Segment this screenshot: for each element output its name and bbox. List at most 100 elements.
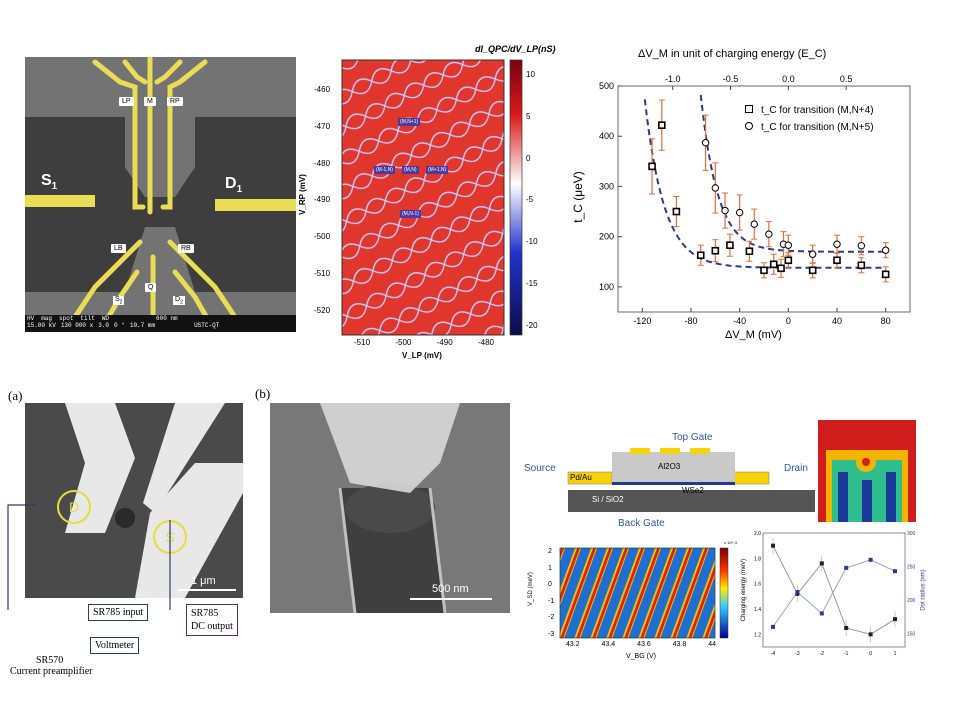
- al2o3-label: Al2O3: [658, 462, 681, 471]
- gate-label-rb: RB: [178, 244, 194, 253]
- state-tag: (M,N-1): [400, 210, 421, 218]
- footer-v3: 0 °: [114, 322, 125, 329]
- charging-point: [844, 626, 849, 630]
- data-point-square: [784, 256, 793, 265]
- gate-label-lp: LP: [119, 97, 134, 106]
- footer-scale: 600 nm: [156, 315, 178, 322]
- data-point-square: [696, 251, 705, 260]
- y-tick: -490: [314, 195, 331, 205]
- tc-chart-svg: -120 -80 -40 0 40 80 100 200 300 400 500 -1.0 -0.5 0.…: [599, 74, 911, 326]
- data-point-square: [745, 247, 754, 256]
- data-point-circle: [833, 240, 841, 248]
- data-point-circle: [735, 208, 744, 217]
- legend-item-circle: t_C for transition (M,N+5): [745, 119, 874, 136]
- data-point-square: [672, 207, 681, 216]
- scale-text: 500 nm: [432, 583, 469, 595]
- data-point-square: [726, 241, 734, 250]
- data-point-square: [808, 266, 817, 275]
- data-point-square: [711, 246, 720, 255]
- panel-tc-chart: -120 -80 -40 0 40 80 100 200 300 400 500 -1.0 -0.5 0.…: [560, 40, 940, 360]
- data-point-circle: [808, 250, 817, 258]
- x-tick: 1: [894, 651, 897, 657]
- y-tick: -520: [314, 305, 331, 315]
- charging-point: [819, 561, 824, 566]
- y-tick-right: 250: [907, 565, 916, 571]
- label-s1: S1: [41, 172, 58, 193]
- cb-tick: 0: [526, 153, 531, 163]
- y-tick: 2: [548, 548, 552, 555]
- charging-point: [868, 632, 873, 637]
- y-tick-right: 150: [907, 632, 916, 638]
- cb-tick: -5: [526, 195, 534, 205]
- data-point-circle: [711, 184, 720, 192]
- gate-label-m: M: [144, 97, 156, 106]
- x-tick: 44: [708, 641, 716, 648]
- cb-tick: -20: [526, 320, 538, 330]
- y-tick-left: 1.2: [754, 632, 761, 638]
- legend: t_C for transition (M,N+4) t_C for trans…: [745, 102, 874, 136]
- y-tick-label: 300: [599, 181, 614, 191]
- left-axis-label: Charging energy (meV): [741, 558, 748, 622]
- x-tick: 0: [869, 651, 872, 657]
- amp-sub: Current preamplifier: [10, 666, 93, 677]
- top-tick-label: 0.0: [782, 74, 795, 84]
- top-tick-label: -1.0: [665, 74, 681, 84]
- x-tick: -2: [820, 651, 825, 657]
- potential-map-drawing: [818, 420, 916, 522]
- y-tick: 0: [548, 581, 552, 589]
- x-tick: -490: [436, 338, 453, 347]
- radius-point: [819, 611, 824, 616]
- pdau-label: Pd/Au: [570, 473, 592, 482]
- data-point-square: [881, 270, 890, 279]
- x-tick: 43.6: [637, 641, 651, 648]
- data-point-square: [857, 261, 866, 270]
- data-point-circle: [881, 246, 890, 254]
- panel-sem-device: LP M RP LB RB Q S1 D1 S2 D2 HV mag spot …: [25, 57, 296, 332]
- state-tag: (M,N): [402, 166, 419, 174]
- y-tick: -510: [314, 269, 331, 279]
- label-d1: D1: [225, 175, 243, 196]
- stability-map-svg: [341, 59, 523, 336]
- x-tick: -1: [844, 651, 849, 657]
- x-tick: 43.8: [672, 641, 687, 648]
- sem-gate-drawing: [25, 57, 296, 332]
- label-s2: S2: [113, 296, 125, 306]
- y-tick-left: 2.0: [754, 531, 761, 537]
- colorbar-ticks: 10 5 0 -5 -10 -15 -20: [526, 70, 538, 330]
- data-point-square: [760, 266, 768, 275]
- charging-point: [893, 617, 897, 622]
- fit-curve-n4: [643, 99, 886, 269]
- top-gate-label: Top Gate: [672, 432, 713, 443]
- footer-v0: 15.00 kV: [27, 322, 56, 329]
- data-point-circle: [701, 139, 710, 147]
- top-axis-label: ΔV_M in unit of charging energy (E_C): [638, 48, 827, 60]
- cb-tick: -10: [526, 237, 538, 247]
- footer-h0: HV: [27, 315, 35, 322]
- radius-point: [893, 569, 897, 574]
- y-tick-right: 200: [907, 598, 916, 604]
- voltmeter-box: Voltmeter: [90, 637, 140, 654]
- panel-stability-map: dI_QPC/dV_LP(nS) 10 5 0 -5 -10 -15 -20 -…: [298, 40, 556, 370]
- footer-v2: 3.0: [98, 322, 110, 329]
- x-axis-label: V_LP (mV): [402, 351, 442, 360]
- top-tick-label: -0.5: [723, 74, 739, 84]
- y-tick: -470: [314, 121, 331, 131]
- gate-label-lb: LB: [111, 244, 126, 253]
- data-point-square: [777, 264, 785, 273]
- y-ticks: 2 1 0 -1 -2 -3: [548, 548, 554, 638]
- colorbar-title: dI_QPC/dV_LP(nS): [475, 44, 556, 54]
- data-point-circle: [784, 241, 793, 249]
- x-ticks: -510 -500 -490 -480: [354, 338, 494, 347]
- y-tick-right: 300: [907, 531, 916, 537]
- sr785-dc-box: SR785 DC output: [186, 604, 238, 636]
- scale-bar: [178, 589, 236, 591]
- panel-charging-energy: 2.0 1.8 1.6 1.4 1.2 300 250 200 150 -4 -3 -2 -1 0 1 Ch…: [735, 525, 935, 675]
- panel-coulomb-diamonds: 2 1 0 -1 -2 -3 V_SD (meV) 43.2 43.4 43.6…: [528, 540, 745, 665]
- footer-h4: WD: [101, 315, 110, 322]
- data-point-square: [658, 121, 666, 129]
- sr785-input-box: SR785 input: [88, 604, 149, 621]
- schematic-drawing: [567, 448, 815, 512]
- radius-point: [771, 624, 775, 629]
- left-axis-label: t_C (μeV): [570, 171, 585, 223]
- drain-label: Drain: [784, 463, 808, 474]
